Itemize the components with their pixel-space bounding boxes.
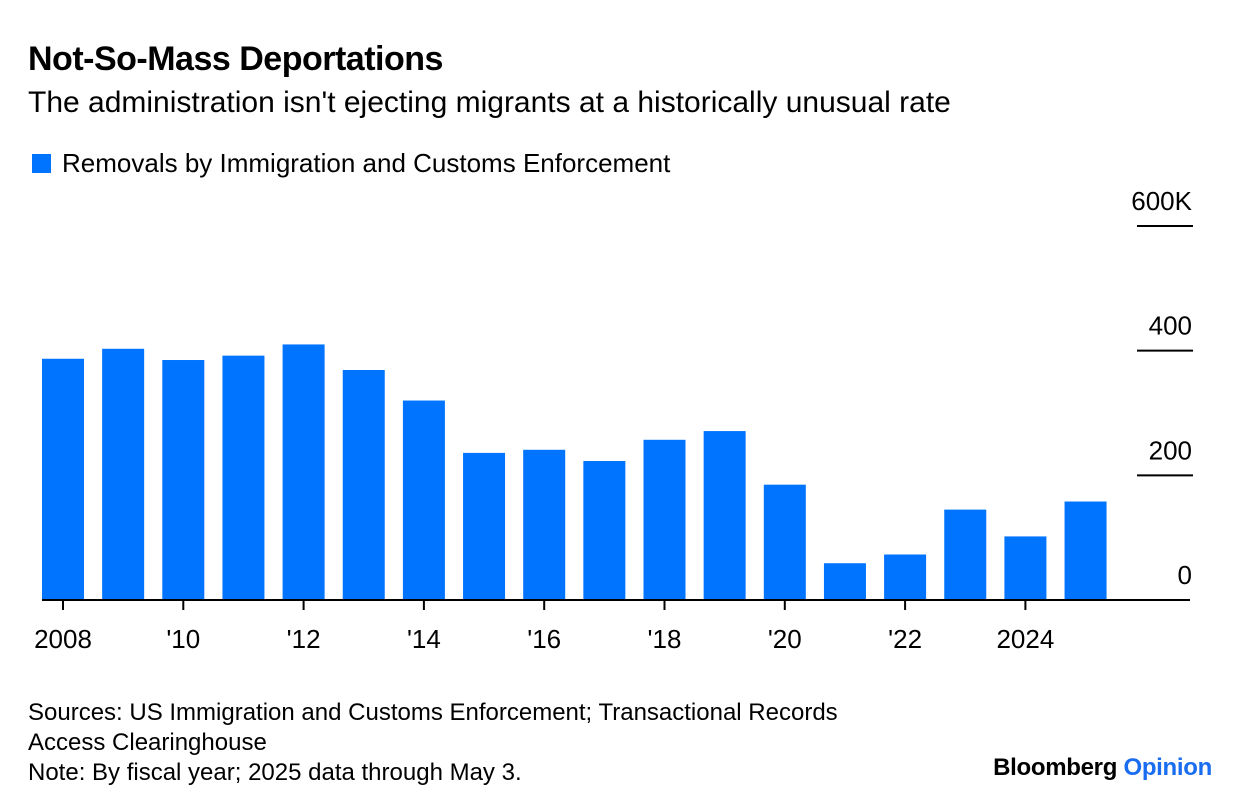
- bar-2020: [763, 484, 806, 600]
- x-tick-label-2012: '12: [287, 624, 321, 654]
- y-tick-label-200: 200: [1149, 435, 1192, 465]
- bar-2018: [643, 439, 686, 600]
- bar-chart: 2008 '10 '12 '14 '16 '18 '20 '22 2024 0 200 400 600K: [34, 186, 1193, 654]
- bar-2022: [884, 554, 927, 600]
- bar-2009: [102, 348, 145, 600]
- brand-logo: Bloomberg Opinion: [993, 754, 1212, 782]
- bar-2010: [162, 360, 205, 600]
- legend-swatch: [32, 154, 51, 173]
- legend-label: Removals by Immigration and Customs Enfo…: [62, 148, 671, 178]
- bar-2015: [463, 452, 506, 600]
- x-tick-label-2018: '18: [648, 624, 682, 654]
- sources-line-2: Access Clearinghouse: [28, 729, 267, 756]
- footer: Sources: US Immigration and Customs Enfo…: [28, 698, 838, 788]
- x-tick-label-2008: 2008: [34, 624, 92, 654]
- bar-2011: [222, 355, 265, 600]
- y-tick-label-400: 400: [1149, 311, 1192, 341]
- bar-2012: [282, 344, 325, 600]
- bar-2024: [1004, 536, 1047, 600]
- bar-2021: [823, 563, 866, 600]
- x-tick-label-2020: '20: [768, 624, 802, 654]
- x-tick-label-2022: '22: [888, 624, 922, 654]
- bar-2014: [402, 400, 445, 600]
- y-tick-label-0: 0: [1178, 560, 1192, 590]
- bar-2017: [583, 460, 626, 600]
- chart-title: Not-So-Mass Deportations: [28, 40, 443, 78]
- bar-2013: [342, 369, 385, 600]
- x-tick-label-2016: '16: [527, 624, 561, 654]
- bar-2023: [944, 509, 987, 600]
- y-tick-label-600: 600K: [1131, 186, 1192, 216]
- sources-line-1: Sources: US Immigration and Customs Enfo…: [28, 699, 838, 726]
- bar-2025: [1064, 501, 1107, 600]
- bar-2019: [703, 431, 746, 600]
- bar-2008: [42, 358, 84, 600]
- x-tick-label-2024: 2024: [996, 624, 1054, 654]
- x-tick-label-2014: '14: [407, 624, 441, 654]
- bar-2016: [523, 449, 566, 600]
- chart-subtitle: The administration isn't ejecting migran…: [28, 86, 951, 119]
- x-tick-label-2010: '10: [166, 624, 200, 654]
- legend: Removals by Immigration and Customs Enfo…: [32, 148, 670, 179]
- note-line: Note: By fiscal year; 2025 data through …: [28, 759, 522, 786]
- brand-accent: Opinion: [1123, 754, 1212, 781]
- brand-name: Bloomberg: [993, 754, 1118, 781]
